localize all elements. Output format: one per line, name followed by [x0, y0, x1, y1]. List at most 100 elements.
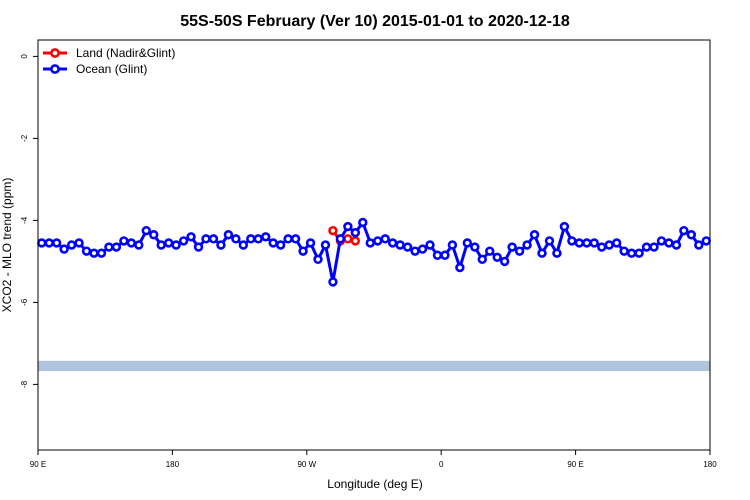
series-1-point-44	[365, 238, 375, 248]
series-1-point-23	[208, 234, 219, 244]
series-1-point-25	[223, 230, 234, 240]
series-1-point-59	[477, 254, 487, 265]
series-1-point-55	[447, 240, 458, 250]
series-1-point-34	[290, 234, 301, 244]
series-1-point-50	[410, 246, 420, 256]
chart-title: 55S-50S February (Ver 10) 2015-01-01 to …	[180, 13, 570, 30]
series-1-point-81	[641, 242, 652, 252]
series-1-point-53	[432, 250, 443, 260]
series-1-point-86	[679, 225, 689, 236]
series-1-point-69	[552, 248, 562, 258]
land-band-layer	[38, 360, 710, 372]
series-0-point-3	[350, 236, 361, 246]
series-1-point-43	[358, 217, 368, 228]
series-1-point-38	[320, 240, 331, 250]
y-tick-label-0: 0	[20, 54, 29, 59]
series-1-point-72	[574, 238, 585, 248]
legend-label-0: Land (Nadir&Glint)	[76, 46, 175, 60]
y-tick-label-4: -8	[20, 380, 29, 388]
plot-frame	[37, 39, 711, 451]
legend-label-1: Ocean (Glint)	[76, 62, 147, 76]
series-1-point-15	[149, 230, 159, 240]
series-1-point-18	[171, 240, 181, 250]
series-1-point-42	[350, 228, 361, 238]
series-1-point-2	[51, 238, 62, 248]
series-1-point-54	[440, 250, 450, 260]
series-1-point-46	[380, 234, 390, 244]
series-1-point-78	[619, 246, 629, 256]
legend: Land (Nadir&Glint) Ocean (Glint)	[43, 46, 175, 76]
series-1-point-87	[686, 230, 697, 240]
series-1-point-9	[104, 242, 114, 252]
series-1-point-79	[626, 248, 637, 258]
series-1-point-32	[275, 240, 286, 250]
x-axis-label: Longitude (deg E)	[327, 477, 422, 491]
series-1-point-20	[186, 232, 196, 242]
series-1-point-16	[156, 240, 166, 250]
series-1-point-63	[507, 242, 517, 252]
series-1-point-37	[313, 254, 323, 265]
series-1-point-45	[373, 236, 383, 246]
series-1-point-36	[305, 238, 316, 248]
series-1-point-66	[529, 230, 540, 240]
series-1-point-71	[567, 236, 577, 246]
series-1-point-65	[522, 240, 532, 250]
series-1-point-11	[119, 236, 129, 246]
series-1-point-0	[37, 238, 47, 248]
series-1-point-60	[485, 246, 495, 256]
series-1-point-5	[74, 238, 84, 248]
series-1-point-47	[387, 238, 398, 248]
x-tick-label-0: 90 E	[30, 460, 46, 469]
y-axis-label: XCO2 - MLO trend (ppm)	[0, 178, 14, 313]
series-1-point-8	[96, 248, 107, 258]
series-1-point-7	[89, 248, 99, 258]
series-1-point-84	[664, 238, 674, 248]
series-1-point-67	[537, 248, 547, 258]
series-1-point-75	[597, 242, 607, 252]
series-1-point-27	[238, 240, 249, 250]
series-1-point-1	[44, 238, 54, 248]
series-1-point-17	[163, 238, 174, 248]
series-1-point-57	[462, 238, 473, 248]
series-1-point-41	[343, 221, 353, 232]
series-1-point-24	[216, 240, 226, 250]
series-1-point-28	[246, 234, 256, 244]
series-1-point-14	[141, 225, 151, 236]
series-1-point-48	[395, 240, 405, 250]
x-tick-label-5: 180	[703, 460, 717, 469]
series-1-point-77	[611, 238, 622, 248]
series-1-point-68	[544, 236, 555, 246]
x-tick-label-3: 0	[439, 460, 444, 469]
series-1-point-12	[126, 238, 137, 248]
series-1-point-52	[425, 240, 435, 250]
series-1-point-80	[634, 248, 644, 258]
series-1-point-88	[694, 240, 704, 250]
series-1-point-3	[59, 244, 69, 254]
legend-marker-1	[50, 64, 60, 74]
series-1-point-74	[589, 238, 599, 248]
x-tick-label-1: 180	[166, 460, 180, 469]
series-1-point-35	[298, 246, 308, 256]
series-1-point-76	[604, 240, 614, 250]
series-1-point-26	[231, 234, 241, 244]
series-1-point-19	[178, 236, 189, 246]
series-1-point-22	[201, 234, 211, 244]
series-1-point-82	[649, 242, 659, 252]
land-band	[38, 360, 710, 372]
series-1-point-13	[134, 240, 144, 250]
x-tick-label-2: 90 W	[297, 460, 316, 469]
series-1-point-31	[268, 238, 278, 248]
series-1-point-4	[66, 240, 77, 250]
series-1-point-21	[193, 242, 204, 252]
series-1-point-39	[328, 277, 338, 287]
series-1-point-49	[402, 242, 413, 252]
legend-marker-0	[50, 48, 60, 58]
series-0-point-2	[343, 234, 353, 244]
y-tick-label-2: -4	[20, 216, 29, 224]
series-1-point-51	[417, 244, 428, 254]
series-1-point-83	[656, 236, 667, 246]
tick-layer: 90 E 180 90 W 0 90 E 180 0 -2 -4 -6 -8	[20, 54, 717, 469]
series-1-point-40	[335, 234, 346, 244]
series-1-point-30	[261, 232, 271, 242]
